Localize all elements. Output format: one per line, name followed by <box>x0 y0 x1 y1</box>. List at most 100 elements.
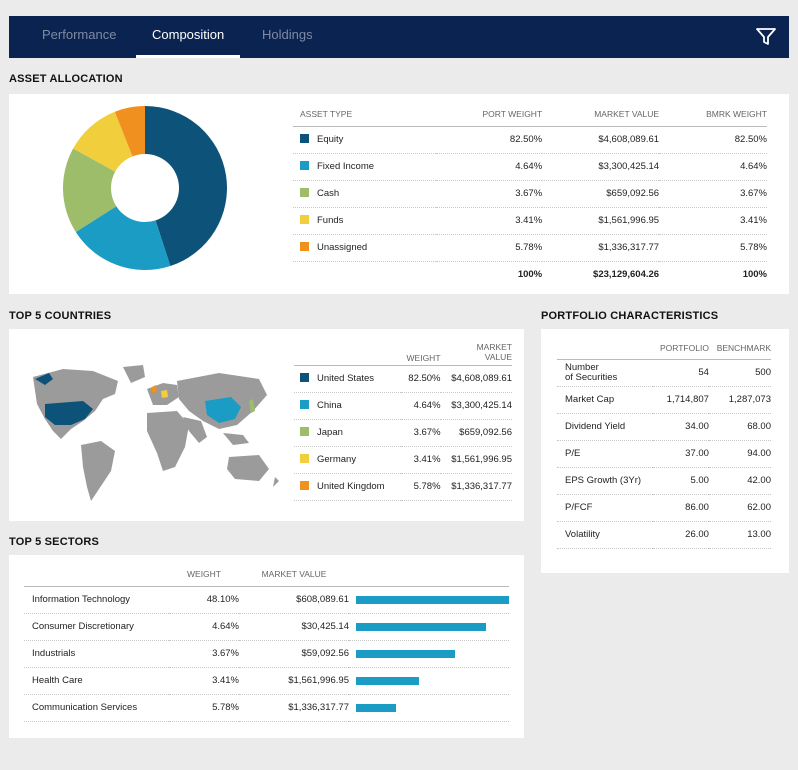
sector-weight-cell: 3.67% <box>212 648 239 659</box>
sector-weight-cell: 3.41% <box>212 675 239 686</box>
sector-row-communication-services: Communication Services 5.78% $1,336,317.77 <box>24 694 509 721</box>
asset-type-cell: Fixed Income <box>293 153 436 180</box>
asset-row-fixed-income: Fixed Income 4.64% $3,300,425.14 4.64% <box>293 153 767 180</box>
characteristic-label-cell: Number of Securities <box>557 359 653 386</box>
asset-type-cell: Equity <box>293 126 436 153</box>
top-sectors-title: TOP 5 SECTORS <box>9 536 100 548</box>
bmrk-weight-header: BMRK WEIGHT <box>706 108 767 119</box>
sector-weight-cell: 4.64% <box>212 621 239 632</box>
tab-performance[interactable]: Performance <box>42 27 117 42</box>
country-label: Germany <box>317 454 357 465</box>
characteristic-row-number-of-securities: Number of Securities 54 500 <box>557 359 771 386</box>
country-weight-cell: 3.41% <box>413 454 441 465</box>
country-weight-cell: 82.50% <box>408 373 441 384</box>
portfolio-characteristics-table: PORTFOLIO BENCHMARK Number of Securities 5… <box>557 337 771 549</box>
characteristic-row-volatility: Volatility 26.00 13.00 <box>557 521 771 548</box>
characteristic-row-p-fcf: P/FCF 86.00 62.00 <box>557 494 771 521</box>
sector-weight-header: WEIGHT <box>187 569 221 580</box>
portfolio-value-cell: 34.00 <box>685 421 709 432</box>
sector-bar <box>356 622 486 631</box>
portfolio-value-cell: 54 <box>698 367 709 378</box>
sector-label: Health Care <box>32 675 83 686</box>
country-market-value-header: MARKET VALUE <box>476 341 512 362</box>
characteristic-label-cell: Dividend Yield <box>557 413 653 440</box>
sector-bar-cell <box>349 694 509 721</box>
characteristic-label: EPS Growth (3Yr) <box>565 474 642 486</box>
donut-slice-cash <box>63 148 117 232</box>
characteristic-label-line2: of Securities <box>565 371 618 383</box>
portfolio-value-cell: 5.00 <box>690 475 709 486</box>
characteristic-row-market-cap: Market Cap 1,714,807 1,287,073 <box>557 386 771 413</box>
portfolio-value-cell: 26.00 <box>685 529 709 540</box>
asset-type-label: Cash <box>317 188 340 199</box>
bmrk-weight-cell: 82.50% <box>734 134 767 145</box>
sector-market-value-cell: $1,336,317.77 <box>288 702 349 713</box>
characteristic-row-dividend-yield: Dividend Yield 34.00 68.00 <box>557 413 771 440</box>
country-cell: United States <box>294 365 401 392</box>
legend-swatch <box>300 134 309 143</box>
legend-swatch <box>300 161 309 170</box>
asset-allocation-donut-chart <box>63 106 227 270</box>
portfolio-characteristics-card: PORTFOLIO BENCHMARK Number of Securities 5… <box>541 329 789 573</box>
filter-icon[interactable] <box>755 27 777 47</box>
bmrk-weight-cell: 3.41% <box>740 215 767 226</box>
asset-type-label: Equity <box>317 134 344 145</box>
sector-bar-cell <box>349 667 509 694</box>
country-label: United States <box>317 373 375 384</box>
country-market-value-cell: $3,300,425.14 <box>451 400 512 411</box>
japan-region <box>249 399 255 413</box>
characteristic-row-eps-growth-3yr: EPS Growth (3Yr) 5.00 42.00 <box>557 467 771 494</box>
tab-holdings[interactable]: Holdings <box>262 27 313 42</box>
benchmark-value-cell: 1,287,073 <box>728 394 771 405</box>
country-row-united-states: United States 82.50% $4,608,089.61 <box>294 365 512 392</box>
characteristic-label: Number <box>565 361 599 373</box>
tab-composition[interactable]: Composition <box>136 16 241 58</box>
country-row-china: China 4.64% $3,300,425.14 <box>294 392 512 419</box>
legend-swatch <box>300 481 309 490</box>
asset-type-cell: Cash <box>293 180 436 207</box>
total-bmrk-weight: 100% <box>742 269 767 281</box>
characteristic-label-cell: Market Cap <box>557 386 653 413</box>
legend-swatch <box>300 427 309 436</box>
legend-swatch <box>300 373 309 382</box>
characteristic-label-cell: EPS Growth (3Yr) <box>557 467 653 494</box>
top-countries-card: WEIGHT MARKET VALUE United States 82.50% $4… <box>9 329 524 521</box>
asset-type-cell: Funds <box>293 207 436 234</box>
sector-row-health-care: Health Care 3.41% $1,561,996.95 <box>24 667 509 694</box>
sector-weight-cell: 48.10% <box>206 594 239 605</box>
germany-region <box>161 390 168 398</box>
legend-swatch <box>300 188 309 197</box>
country-row-japan: Japan 3.67% $659,092.56 <box>294 419 512 446</box>
port-weight-cell: 82.50% <box>509 134 543 145</box>
bmrk-weight-cell: 3.67% <box>740 188 767 199</box>
china-region <box>205 397 241 423</box>
country-row-germany: Germany 3.41% $1,561,996.95 <box>294 446 512 473</box>
country-market-value-cell: $1,336,317.77 <box>451 481 512 492</box>
benchmark-value-cell: 42.00 <box>747 475 771 486</box>
asset-type-cell: Unassigned <box>293 234 436 261</box>
benchmark-value-cell: 62.00 <box>747 502 771 513</box>
country-row-united-kingdom: United Kingdom 5.78% $1,336,317.77 <box>294 473 512 500</box>
benchmark-value-cell: 94.00 <box>747 448 771 459</box>
market-value-cell: $3,300,425.14 <box>598 161 660 172</box>
sector-bar <box>356 649 455 658</box>
characteristic-label-cell: Volatility <box>557 521 653 548</box>
characteristic-label: Market Cap <box>565 393 615 405</box>
top-countries-title: TOP 5 COUNTRIES <box>9 310 112 322</box>
portfolio-value-cell: 37.00 <box>685 448 709 459</box>
sector-label: Information Technology <box>32 594 131 605</box>
benchmark-value-cell: 13.00 <box>747 529 771 540</box>
portfolio-value-cell: 1,714,807 <box>666 394 709 405</box>
country-market-value-cell: $4,608,089.61 <box>451 373 512 384</box>
top-nav-bar: Performance Composition Holdings <box>9 16 789 58</box>
sector-label: Consumer Discretionary <box>32 621 134 632</box>
asset-allocation-card: ASSET TYPE PORT WEIGHT MARKET VALUE BMRK… <box>9 94 789 294</box>
market-value-cell: $1,336,317.77 <box>598 242 660 253</box>
characteristic-label: Dividend Yield <box>565 420 626 432</box>
country-weight-cell: 4.64% <box>413 400 441 411</box>
benchmark-value-cell: 500 <box>755 367 771 378</box>
portfolio-characteristics-title: PORTFOLIO CHARACTERISTICS <box>541 310 719 322</box>
market-value-cell: $1,561,996.95 <box>598 215 660 226</box>
sector-row-information-technology: Information Technology 48.10% $608,089.61 <box>24 586 509 613</box>
sector-market-value-header: MARKET VALUE <box>261 569 327 580</box>
